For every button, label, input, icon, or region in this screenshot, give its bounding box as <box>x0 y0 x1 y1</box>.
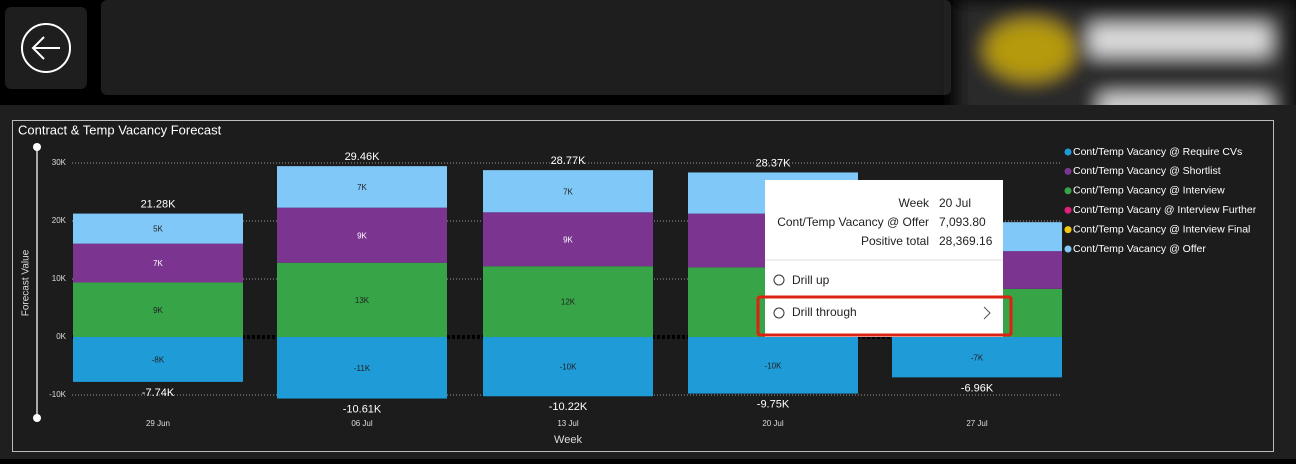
legend-marker <box>1064 245 1072 253</box>
data-label: 7K <box>153 259 163 268</box>
data-label: 9K <box>153 306 163 315</box>
data-label: -11K <box>354 364 371 373</box>
y-axis-label: Forecast Value <box>21 249 32 316</box>
bar-segment <box>73 337 243 382</box>
x-tick-label: 13 Jul <box>557 419 579 428</box>
y-tick-label: 10K <box>52 274 67 283</box>
x-tick-label: 29 Jun <box>146 419 170 428</box>
x-tick-label: 06 Jul <box>351 419 373 428</box>
tooltip-box <box>765 180 1003 337</box>
bar-segment <box>277 166 447 208</box>
data-label: 9K <box>357 231 367 240</box>
bar-segment <box>73 282 243 337</box>
y-tick-label: 20K <box>52 216 67 225</box>
total-label: 28.77K <box>551 155 587 167</box>
header-panel <box>101 0 951 95</box>
legend-label: Cont/Temp Vacancy @ Require CVs <box>1073 146 1242 158</box>
bar-segment <box>73 213 243 244</box>
drill-through-icon <box>773 307 785 319</box>
total-label: -9.75K <box>757 398 790 410</box>
legend-label: Cont/Temp Vacancy @ Offer <box>1073 243 1206 255</box>
y-tick-label: 30K <box>52 158 67 167</box>
menu-item[interactable]: Drill through <box>792 305 857 319</box>
legend-marker <box>1064 206 1072 214</box>
bar-segment <box>277 207 447 263</box>
x-tick-label: 20 Jul <box>762 419 784 428</box>
x-tick-label: 27 Jul <box>966 419 988 428</box>
bar-segment <box>892 337 1062 378</box>
chevron <box>983 306 991 320</box>
tooltip-label: Cont/Temp Vacancy @ Offer <box>777 215 929 229</box>
data-label: -10K <box>560 363 578 372</box>
legend-label: Cont/Temp Vacancy @ Interview Final <box>1073 223 1250 235</box>
x-axis-label: Week <box>554 434 582 446</box>
data-label: 7K <box>357 183 367 192</box>
y-tick-label: -10K <box>49 390 67 399</box>
legend-label: Cont/Temp Vacancy @ Interview <box>1073 185 1225 197</box>
total-label: 21.28K <box>141 198 177 210</box>
bar-segment <box>483 266 653 337</box>
tooltip: Drill up Drill through Week 20 Jul Cont/Te… <box>756 180 1013 337</box>
tooltip-value: 7,093.80 <box>939 215 986 229</box>
total-label: -10.22K <box>549 401 588 413</box>
legend-marker <box>1064 187 1072 195</box>
data-label: 9K <box>563 235 573 244</box>
data-label: -10K <box>765 361 783 370</box>
data-label: 13K <box>355 296 370 305</box>
bar-segment <box>483 337 653 397</box>
data-label: -7K <box>971 353 984 362</box>
legend-marker <box>1064 148 1072 156</box>
highlight-box <box>756 295 1013 337</box>
legend: Cont/Temp Vacancy @ Require CVs Cont/Temp… <box>1064 146 1257 255</box>
legend-marker <box>1064 226 1072 234</box>
total-label: -7.74K <box>142 387 175 399</box>
slider-handle[interactable] <box>33 414 41 422</box>
data-label: 5K <box>153 225 163 234</box>
blurred-logo <box>956 0 1296 120</box>
back-icon <box>21 23 71 73</box>
tooltip-label: Week <box>899 196 930 210</box>
tooltip-label: Positive total <box>861 234 929 248</box>
back-arrow <box>31 36 60 60</box>
chart-title: Contract & Temp Vacancy Forecast <box>18 122 222 137</box>
legend-marker <box>1064 167 1072 175</box>
bar-segment <box>277 337 447 399</box>
drill-up-icon <box>773 274 785 286</box>
tooltip-value: 28,369.16 <box>939 234 993 248</box>
total-label: -6.96K <box>961 382 994 394</box>
legend-label: Cont/Temp Vacany @ Interview Further <box>1073 204 1257 216</box>
total-label: -10.61K <box>343 403 382 415</box>
menu-item[interactable]: Drill up <box>792 273 830 287</box>
bar-segment <box>483 212 653 267</box>
y-tick-label: 0K <box>56 332 66 341</box>
data-label: -8K <box>152 356 165 365</box>
bar-segment <box>277 262 447 337</box>
bar-segment <box>688 337 858 394</box>
tooltip-value: 20 Jul <box>939 196 971 210</box>
slider-handle[interactable] <box>33 143 41 151</box>
bar-segment <box>483 170 653 213</box>
total-label: 28.37K <box>756 157 792 169</box>
data-label: 7K <box>563 187 573 196</box>
bar-segment <box>73 243 243 283</box>
data-label: 12K <box>561 298 576 307</box>
total-label: 29.46K <box>345 151 381 163</box>
legend-label: Cont/Temp Vacancy @ Shortlist <box>1073 165 1221 177</box>
